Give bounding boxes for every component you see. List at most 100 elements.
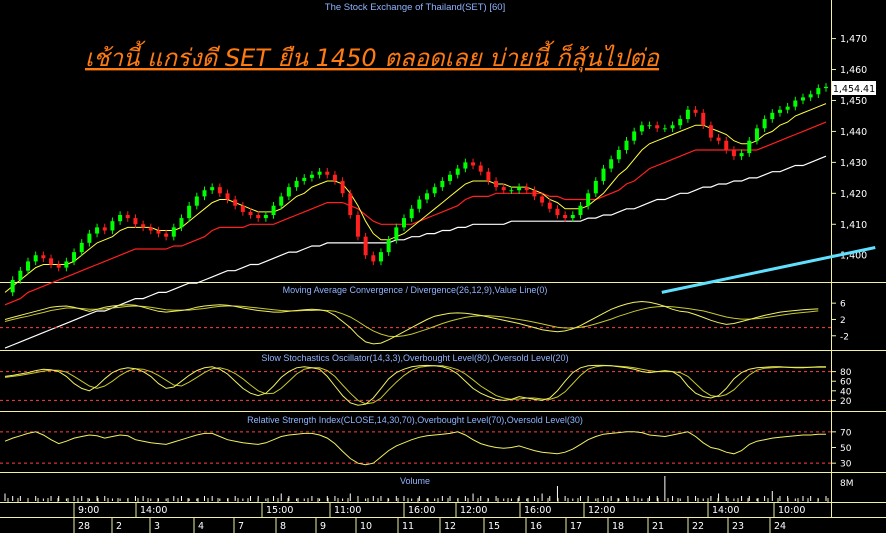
candle-body xyxy=(716,137,721,141)
candle-body xyxy=(570,215,575,219)
day-tick-label: 12 xyxy=(444,521,456,532)
day-tick-label: 2 xyxy=(116,521,122,532)
panel-frames xyxy=(0,0,886,518)
day-tick-label: 7 xyxy=(238,521,244,532)
candle-body xyxy=(325,171,330,175)
candle-body xyxy=(655,125,660,129)
price-tick-label: 1,470 xyxy=(840,34,867,45)
candle-body xyxy=(785,106,790,110)
rsi-line xyxy=(4,431,826,466)
day-tick-label: 11 xyxy=(402,521,414,532)
candle-body xyxy=(800,97,805,101)
candle-body xyxy=(194,196,199,206)
candle-body xyxy=(141,224,146,228)
candle-body xyxy=(593,180,598,194)
candle-body xyxy=(754,128,759,141)
price-tick-label: 1,420 xyxy=(840,189,867,200)
time-tick-label: 15:00 xyxy=(266,505,293,516)
candle-body xyxy=(302,177,307,181)
candle-body xyxy=(156,230,161,234)
candle-body xyxy=(171,227,176,237)
candle-body xyxy=(363,236,368,256)
candle-body xyxy=(179,218,184,228)
candle-body xyxy=(624,140,629,150)
candle-body xyxy=(294,180,299,188)
osc-tick-label: 40 xyxy=(840,387,852,397)
day-tick-label: 15 xyxy=(488,521,500,532)
candle-body xyxy=(824,86,828,89)
osc-tick-label: 6 xyxy=(840,300,846,310)
candle-body xyxy=(355,215,360,237)
candle-body xyxy=(386,239,391,253)
candle-body xyxy=(240,205,245,212)
candle-body xyxy=(639,125,644,132)
candle-body xyxy=(217,187,222,194)
candle-body xyxy=(616,150,621,160)
candle-body xyxy=(56,264,61,268)
candle-body xyxy=(471,162,476,166)
candle-body xyxy=(164,233,169,237)
candle-body xyxy=(463,162,468,169)
candle-body xyxy=(279,196,284,206)
candle-body xyxy=(486,171,491,181)
candle-body xyxy=(762,119,767,129)
candle-body xyxy=(33,255,38,262)
candle-body xyxy=(332,174,337,181)
candle-body xyxy=(133,218,138,225)
candle-body xyxy=(563,215,568,219)
candle-body xyxy=(777,109,782,113)
candle-body xyxy=(747,140,752,154)
candle-body xyxy=(532,190,537,197)
price-tick-label: 1,440 xyxy=(840,127,867,138)
osc-tick-label: 50 xyxy=(840,444,852,454)
day-tick-label: 10 xyxy=(360,521,372,532)
day-tick-label: 18 xyxy=(612,521,624,532)
time-tick-label: 16:00 xyxy=(524,505,551,516)
price-tick-label: 1,400 xyxy=(840,251,867,262)
candle-body xyxy=(647,125,652,127)
time-tick-label: 11:00 xyxy=(334,505,361,516)
candle-body xyxy=(701,112,706,126)
stoch-plot xyxy=(0,364,831,406)
time-tick-label: 12:00 xyxy=(460,505,487,516)
candle-body xyxy=(540,196,545,203)
candle-body xyxy=(64,261,69,268)
price-tick-label: 1,460 xyxy=(840,65,867,76)
stoch-k-line xyxy=(4,364,826,406)
candle-body xyxy=(110,221,115,231)
candle-body xyxy=(72,252,77,262)
candle-body xyxy=(18,270,23,280)
stoch-panel-label: Slow Stochastics Oscillator(14,3,3),Over… xyxy=(261,353,568,363)
candle-body xyxy=(263,215,268,219)
ema-slow-line xyxy=(4,155,827,349)
day-tick-label: 16 xyxy=(530,521,542,532)
candle-body xyxy=(455,168,460,175)
osc-tick-label: 30 xyxy=(840,460,852,470)
candle-body xyxy=(401,218,406,228)
osc-tick-label: 80 xyxy=(840,368,852,378)
volume-panel-label: Volume xyxy=(400,476,430,486)
candle-body xyxy=(670,125,675,129)
last-price-badge: 1,454.41 xyxy=(832,81,876,95)
candle-body xyxy=(678,119,683,126)
ema-mid-line xyxy=(4,121,827,306)
candle-body xyxy=(770,112,775,120)
candle-body xyxy=(609,159,614,169)
candle-body xyxy=(371,255,376,262)
candle-body xyxy=(10,280,15,293)
time-tick-label: 14:00 xyxy=(140,505,167,516)
day-tick-label: 22 xyxy=(692,521,704,532)
candle-body xyxy=(739,153,744,157)
candle-body xyxy=(793,100,798,107)
candle-body xyxy=(494,180,499,188)
candle-body xyxy=(693,109,698,113)
day-tick-label: 9 xyxy=(320,521,326,532)
candle-body xyxy=(517,187,522,191)
day-tick-label: 23 xyxy=(732,521,744,532)
macd-signal-line xyxy=(4,305,819,338)
candle-body xyxy=(409,208,414,219)
candle-body xyxy=(202,190,207,197)
candle-body xyxy=(808,94,813,98)
candle-body xyxy=(478,165,483,172)
